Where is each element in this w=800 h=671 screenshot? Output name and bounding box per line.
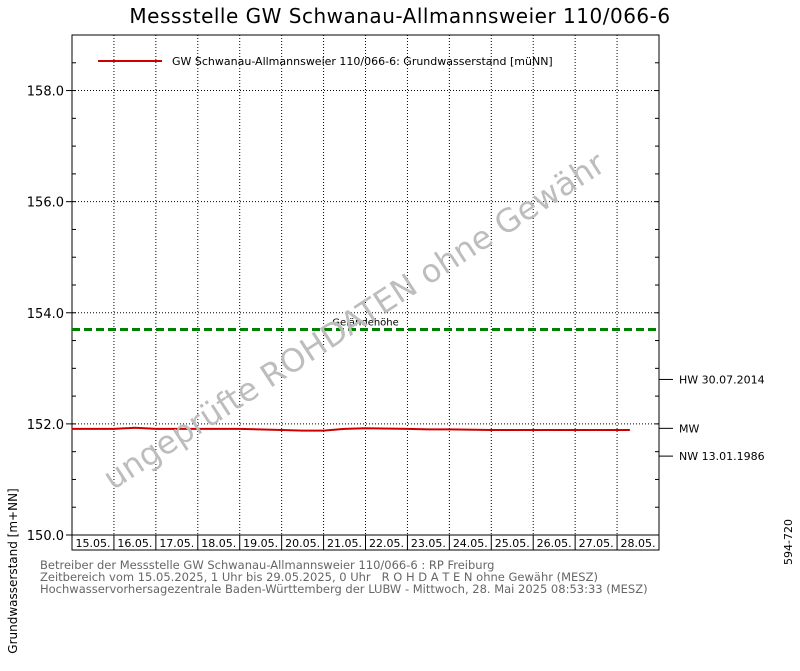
side-marker-label: HW 30.07.2014 [679,373,765,386]
x-tick-label: 15.05. [75,537,110,550]
x-tick-label: 17.05. [159,537,194,550]
series-line [72,426,630,432]
data-point [427,428,429,431]
data-point [113,428,115,430]
data-point [532,429,534,431]
footer-operator: Betreiber der Messstelle GW Schwanau-All… [40,558,495,572]
y-axis-label: Grundwasserstand [m+NN] [6,488,20,654]
x-tick-label: 21.05. [327,537,362,550]
x-tick-label: 22.05. [369,537,404,550]
footer-time-range: Zeitbereich vom 15.05.2025, 1 Uhr bis 29… [40,570,598,584]
x-tick-label: 16.05. [117,537,152,550]
y-tick-label: 152.0 [27,418,64,433]
y-tick-label: 156.0 [27,196,64,211]
x-tick-label: 25.05. [495,537,530,550]
data-point [629,429,631,431]
legend-label: GW Schwanau-Allmannsweier 110/066-6: Gru… [172,55,553,68]
data-point [574,429,576,431]
data-point [71,428,73,430]
chart-svg: 15.05. 16.05. 17.05. 18.05. 19.05. 20.05. 21.0… [27,34,765,551]
data-point [197,428,199,430]
reference-line-label: Geländehöhe [332,317,399,328]
chart-title: Messstelle GW Schwanau-Allmannsweier 110… [129,4,671,28]
x-tick-label: 27.05. [579,537,614,550]
data-point [322,429,325,432]
data-point [281,429,283,431]
side-marker-label: NW 13.01.1986 [679,450,765,463]
data-point [364,427,367,429]
data-point [302,429,304,432]
x-tick-label: 28.05. [621,537,656,550]
x-tick-label: 20.05. [285,537,320,550]
x-tick-label: 23.05. [411,537,446,550]
footer-source: Hochwasservorhersagezentrale Baden-Württ… [40,582,648,596]
data-point [490,429,492,431]
x-tick-label: 26.05. [537,537,572,550]
data-point [239,428,241,430]
side-marker-label: MW [679,422,699,435]
data-point [406,428,409,430]
y-tick-label: 150.0 [27,529,64,544]
data-point [343,428,346,430]
chart-page: Messstelle GW Schwanau-Allmannsweier 110… [6,4,795,654]
plot-area: 15.05. 16.05. 17.05. 18.05. 19.05. 20.05. 21.0… [27,34,765,551]
data-point [155,428,157,430]
y-tick-label: 154.0 [27,307,64,322]
x-tick-label: 24.05. [453,537,488,550]
x-tick-label: 19.05. [243,537,278,550]
x-tick-label: 18.05. [201,537,236,550]
data-point [448,428,450,431]
data-point [134,427,136,429]
y-tick-label: 158.0 [27,85,64,100]
side-code: 594-720 [782,519,795,565]
